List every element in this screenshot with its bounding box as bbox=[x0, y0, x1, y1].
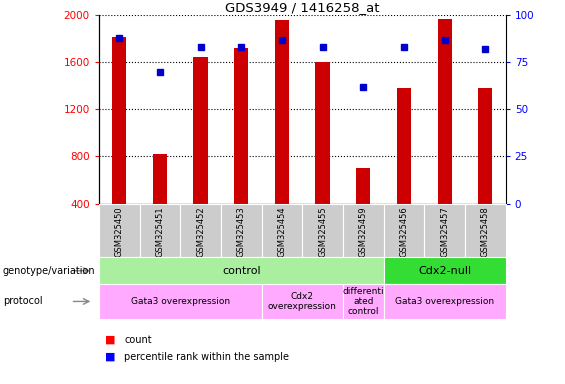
Bar bbox=[99, 257, 384, 284]
Text: Cdx2
overexpression: Cdx2 overexpression bbox=[268, 292, 337, 311]
Text: GSM325455: GSM325455 bbox=[318, 206, 327, 257]
Bar bbox=[465, 204, 506, 257]
Bar bbox=[262, 204, 302, 257]
Text: GSM325450: GSM325450 bbox=[115, 206, 124, 257]
Title: GDS3949 / 1416258_at: GDS3949 / 1416258_at bbox=[225, 1, 380, 14]
Text: ■: ■ bbox=[105, 352, 115, 362]
Bar bbox=[384, 284, 506, 319]
Bar bbox=[140, 204, 180, 257]
Text: Cdx2-null: Cdx2-null bbox=[418, 266, 471, 276]
Bar bbox=[99, 284, 262, 319]
Bar bbox=[315, 62, 330, 204]
Bar bbox=[193, 56, 208, 204]
Bar bbox=[234, 48, 249, 204]
Text: protocol: protocol bbox=[3, 296, 42, 306]
Text: GSM325452: GSM325452 bbox=[196, 206, 205, 257]
Bar bbox=[302, 204, 343, 257]
Text: control: control bbox=[222, 266, 260, 276]
Bar bbox=[424, 204, 465, 257]
Bar bbox=[221, 204, 262, 257]
Text: Gata3 overexpression: Gata3 overexpression bbox=[395, 297, 494, 306]
Text: GSM325457: GSM325457 bbox=[440, 206, 449, 257]
Bar bbox=[275, 20, 289, 204]
Bar bbox=[99, 204, 140, 257]
Text: Gata3 overexpression: Gata3 overexpression bbox=[131, 297, 230, 306]
Bar bbox=[343, 284, 384, 319]
Text: GSM325453: GSM325453 bbox=[237, 206, 246, 257]
Text: count: count bbox=[124, 335, 152, 345]
Bar bbox=[384, 204, 424, 257]
Bar bbox=[397, 88, 411, 204]
Bar bbox=[343, 204, 384, 257]
Bar bbox=[384, 257, 506, 284]
Bar bbox=[356, 168, 371, 204]
Text: GSM325458: GSM325458 bbox=[481, 206, 490, 257]
Bar bbox=[180, 204, 221, 257]
Bar bbox=[437, 19, 452, 204]
Text: GSM325451: GSM325451 bbox=[155, 206, 164, 257]
Text: differenti
ated
control: differenti ated control bbox=[342, 286, 384, 316]
Text: GSM325456: GSM325456 bbox=[399, 206, 408, 257]
Bar bbox=[478, 88, 493, 204]
Text: ■: ■ bbox=[105, 335, 115, 345]
Text: GSM325459: GSM325459 bbox=[359, 206, 368, 257]
Text: genotype/variation: genotype/variation bbox=[3, 266, 95, 276]
Bar bbox=[112, 36, 127, 204]
Bar bbox=[262, 284, 343, 319]
Bar bbox=[153, 154, 167, 204]
Text: GSM325454: GSM325454 bbox=[277, 206, 286, 257]
Text: percentile rank within the sample: percentile rank within the sample bbox=[124, 352, 289, 362]
